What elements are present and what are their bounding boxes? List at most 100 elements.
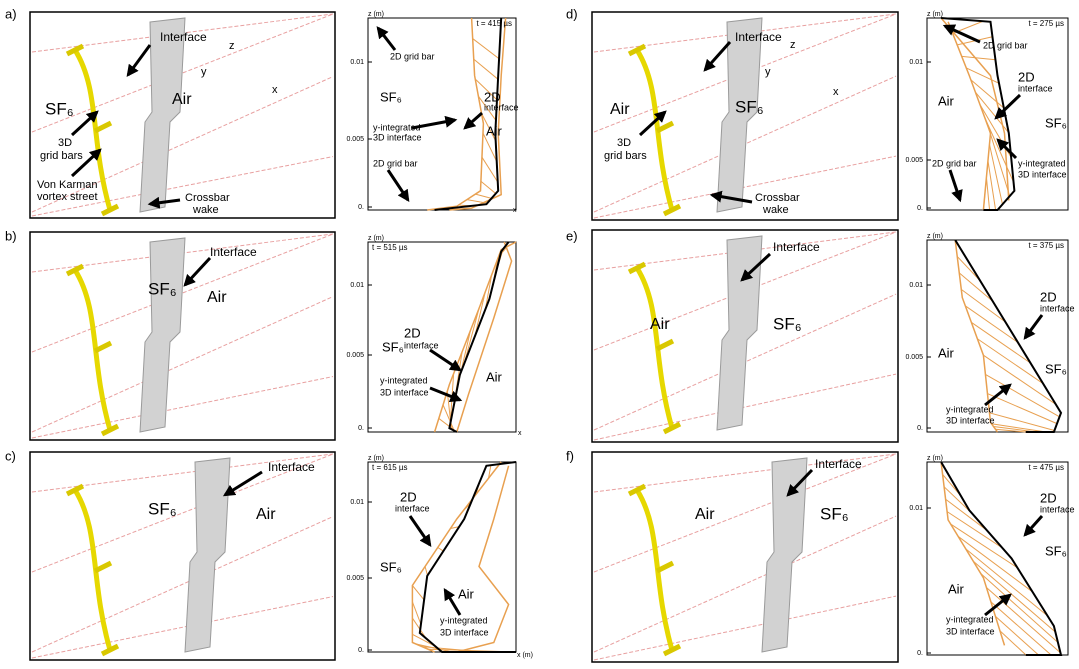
x-axis-label: x (518, 430, 522, 437)
interface (139, 17, 186, 213)
arrow (222, 470, 263, 497)
interface (716, 17, 763, 213)
plot-label: SF₆ (1045, 361, 1067, 376)
hatch (424, 566, 428, 576)
plot-label: SF₆ (1045, 543, 1067, 558)
arrow (994, 93, 1022, 120)
render-label: wake (762, 204, 789, 216)
render-label: x (272, 84, 278, 96)
plot-frame (926, 239, 1069, 433)
hatch (958, 272, 994, 302)
y-tick-label: 0. (917, 650, 923, 657)
arrow (942, 24, 981, 44)
plot-label: 3D interface (440, 627, 489, 637)
hatch (481, 156, 499, 183)
crossbar (100, 423, 120, 437)
panel-letter: a) (5, 6, 17, 21)
panel-letter: f) (566, 448, 574, 463)
hatch (480, 180, 497, 194)
x-axis-label: x (m) (517, 652, 533, 659)
crossbar (65, 43, 85, 57)
arrow (183, 256, 212, 287)
crossbar (93, 560, 113, 574)
time-label: t = 615 µs (372, 463, 408, 472)
channel-edge (31, 376, 334, 439)
arrow (147, 196, 181, 209)
panel-letter: c) (5, 448, 16, 463)
arrow (703, 41, 732, 72)
plot-label: Air (938, 345, 955, 360)
hatch (985, 373, 1060, 418)
hatch (988, 128, 1011, 197)
render-label: grid bars (40, 150, 83, 162)
plot-label: y-integrated (380, 375, 428, 385)
plot-label: interface (1018, 83, 1053, 93)
hatch (477, 95, 497, 121)
arrow (429, 348, 462, 372)
plot-label: 3D interface (380, 387, 429, 397)
crossbar (655, 560, 675, 574)
plot-label: Air (486, 369, 503, 384)
grid-bar (72, 268, 113, 431)
y-tick-label: 0.005 (905, 157, 923, 164)
hatch (986, 587, 1061, 654)
y-integrated-interface (456, 241, 513, 433)
y-tick-label: 0. (917, 205, 923, 212)
hatch (965, 548, 1048, 617)
crossbar (100, 643, 120, 657)
plot-label: 3D interface (946, 626, 995, 636)
hatch (960, 288, 1006, 323)
hatch (964, 305, 1019, 343)
hatch (484, 274, 493, 310)
crossbar (655, 120, 675, 134)
arrow (408, 515, 432, 547)
hatch (473, 58, 499, 80)
hatch (971, 321, 1031, 364)
render-label: Interface (735, 30, 782, 44)
render-frame (591, 451, 899, 663)
interface-2d (418, 461, 517, 653)
y-integrated-interface (427, 17, 485, 211)
plot-label: interface (1040, 504, 1075, 514)
crossbar (655, 338, 675, 352)
render-label: Crossbar (755, 192, 800, 204)
hatch (973, 560, 1056, 633)
render-label: SF₆ (735, 97, 764, 116)
arrow (740, 252, 772, 282)
y-integrated-interface (940, 17, 1010, 201)
arrow (984, 383, 1012, 407)
render-label: z (229, 40, 235, 52)
channel-edge (593, 373, 897, 441)
grid-bar (72, 488, 113, 651)
channel-edge (593, 595, 897, 661)
hatch (977, 338, 1044, 385)
y-tick-label: 0.01 (909, 505, 923, 512)
z-axis-label: z (m) (927, 455, 943, 462)
plot-label: 3D interface (373, 132, 422, 142)
plot-label: SF₆ (380, 89, 402, 104)
channel-edge (31, 156, 334, 217)
plot-label: 3D interface (1018, 169, 1067, 179)
plot-label: y-integrated (373, 122, 421, 132)
z-axis-label: z (m) (927, 233, 943, 240)
y-tick-label: 0. (358, 647, 364, 654)
arrow (429, 386, 463, 403)
render-label: Air (650, 316, 670, 333)
render-label: Air (172, 91, 192, 108)
channel-edge (593, 453, 897, 573)
arrow (386, 169, 410, 202)
plot-label: y-integrated (946, 614, 994, 624)
render-label: x (833, 86, 839, 98)
interface-2d (940, 461, 1063, 656)
arrow (376, 26, 397, 51)
y-tick-label: 0. (917, 425, 923, 432)
channel-edge (31, 596, 334, 659)
channel-edge (31, 76, 334, 213)
interface-2d (434, 17, 503, 211)
plot-label: interface (404, 340, 439, 350)
time-label: t = 275 µs (1028, 19, 1064, 28)
render-frame (29, 451, 336, 661)
hatch (988, 144, 1003, 205)
plot-label: 2D grid bar (932, 158, 977, 168)
plot-label: Air (486, 123, 503, 138)
